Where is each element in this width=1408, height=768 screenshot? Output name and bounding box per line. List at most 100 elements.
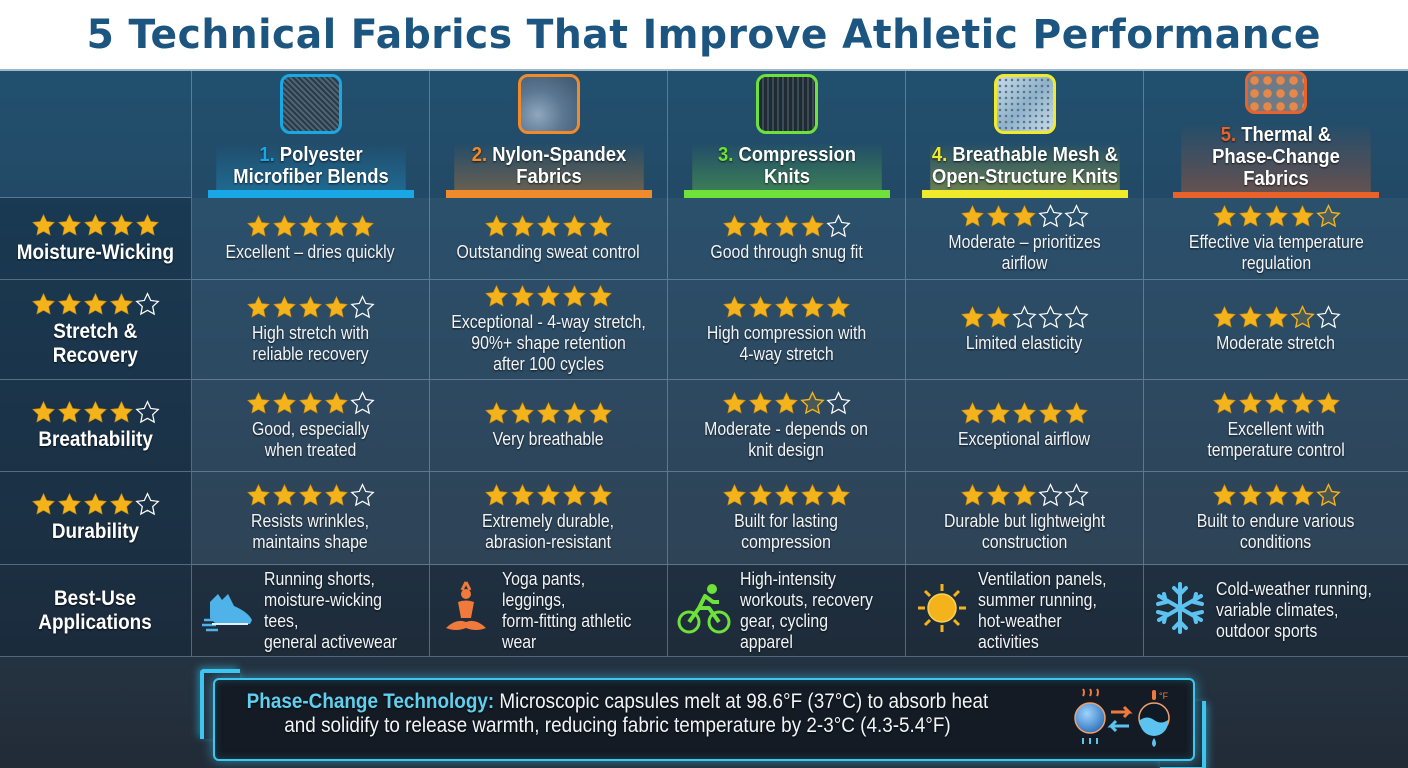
star-filled-icon: [485, 284, 508, 307]
rating-description: Limited elasticity: [966, 333, 1083, 353]
rating-description: Excellent – dries quickly: [225, 242, 396, 262]
criterion-label: Stretch & Recovery: [52, 319, 139, 367]
rating-description: Good through snug fit: [710, 242, 863, 262]
criterion-label: Breathability: [38, 427, 153, 451]
star-filled-icon: [827, 295, 850, 318]
star-filled-icon: [325, 214, 348, 237]
star-empty-icon: [1038, 305, 1063, 329]
star-filled-icon: [537, 401, 560, 424]
star-filled-icon: [1316, 391, 1340, 414]
header-corner: [0, 71, 192, 198]
star-filled-icon: [775, 214, 798, 237]
star-filled-icon: [58, 400, 81, 423]
rating-description: Extremely durable, abrasion-resistant: [482, 511, 615, 552]
fabric-accent-bar: [445, 190, 652, 198]
application-cell: High-intensity workouts, recovery gear, …: [668, 565, 906, 657]
star-filled-icon: [1264, 204, 1288, 227]
rating-description: Moderate stretch: [1216, 333, 1336, 353]
star-filled-icon: [537, 284, 560, 307]
star-empty-icon: [350, 294, 375, 318]
star-rating: [960, 401, 1089, 425]
fabric-name-line1: Thermal &: [1241, 124, 1332, 147]
rating-description: High compression with 4-way stretch: [706, 322, 867, 364]
callout-bracket-left: [200, 669, 240, 739]
star-filled-icon: [110, 213, 133, 236]
rating-cell: Durable but lightweight construction: [906, 472, 1144, 565]
rating-cell: Resists wrinkles, maintains shape: [192, 472, 430, 565]
star-filled-icon: [801, 214, 824, 237]
fabric-name-line2: Open-Structure Knits: [931, 166, 1118, 188]
rating-cell: Extremely durable, abrasion-resistant: [430, 472, 668, 565]
star-rating: [722, 214, 851, 238]
star-rating: [960, 305, 1089, 329]
rating-description: Moderate – prioritizes airflow: [948, 231, 1101, 273]
rating-cell: Good through snug fit: [668, 198, 906, 280]
star-filled-icon: [775, 483, 798, 506]
comparison-table: 1. Polyester Microfiber Blends 2. Nylon-…: [0, 71, 1408, 657]
star-empty-icon: [826, 390, 851, 414]
star-rating: [484, 483, 613, 507]
star-rating: [31, 492, 160, 516]
application-cell: Yoga pants, leggings, form-fitting athle…: [430, 565, 668, 657]
dotted-capsule-swatch: [1245, 71, 1307, 115]
row-label-0: Moisture-Wicking: [0, 198, 192, 280]
phase-change-cycle-icon: °F: [1074, 688, 1170, 747]
star-filled-icon: [32, 492, 55, 515]
rating-description: Resists wrinkles, maintains shape: [251, 511, 370, 552]
rating-cell: Exceptional airflow: [906, 380, 1144, 472]
fabric-name-line1: Polyester: [279, 144, 363, 166]
star-rating: [722, 390, 851, 415]
application-description: Ventilation panels, summer running, hot-…: [978, 568, 1107, 652]
star-filled-icon: [589, 483, 612, 506]
star-filled-icon: [749, 483, 772, 506]
star-filled-icon: [1238, 391, 1262, 414]
rating-cell: Built to endure various conditions: [1144, 472, 1408, 565]
rating-cell: Moderate stretch: [1144, 280, 1408, 380]
star-filled-icon: [1238, 305, 1262, 328]
star-filled-icon: [299, 391, 322, 414]
star-filled-icon: [273, 483, 296, 506]
star-filled-icon: [1013, 483, 1036, 506]
rating-cell: Outstanding sweat control: [430, 198, 668, 280]
fabric-header-3: 3. Compression Knits: [668, 71, 906, 198]
row-label-1: Stretch & Recovery: [0, 280, 192, 380]
star-filled-icon: [485, 214, 508, 237]
fabric-name-line1: Breathable Mesh &: [951, 144, 1118, 166]
fabric-title: 2. Nylon-Spandex Fabrics: [453, 142, 644, 190]
star-filled-icon: [1065, 401, 1088, 424]
fabric-title: 3. Compression Knits: [691, 142, 882, 190]
star-filled-icon: [511, 483, 534, 506]
star-filled-icon: [32, 400, 55, 423]
fabric-title: 1. Polyester Microfiber Blends: [215, 142, 406, 190]
yoga-pose-icon: [438, 580, 494, 641]
dark-mesh-swatch: [279, 74, 342, 134]
fabric-name-line2: Fabrics: [515, 166, 582, 188]
rating-description: Effective via temperature regulation: [1188, 231, 1364, 273]
fabric-number: 1.: [258, 144, 275, 166]
star-filled-icon: [1212, 391, 1236, 414]
fabric-title: 5. Thermal & Phase-Change Fabrics: [1181, 122, 1371, 193]
star-filled-icon: [563, 483, 586, 506]
star-filled-icon: [58, 492, 81, 515]
star-filled-icon: [247, 214, 270, 237]
star-rating: [31, 213, 160, 237]
star-filled-icon: [537, 483, 560, 506]
star-filled-icon: [563, 284, 586, 307]
star-filled-icon: [351, 214, 374, 237]
star-filled-icon: [1013, 401, 1036, 424]
star-filled-icon: [961, 483, 984, 506]
star-filled-icon: [110, 292, 133, 315]
star-empty-icon: [1315, 305, 1341, 329]
star-rating: [246, 483, 375, 507]
star-filled-icon: [136, 213, 159, 236]
star-filled-icon: [325, 295, 348, 318]
star-empty-icon: [826, 214, 851, 238]
star-filled-icon: [1212, 305, 1236, 328]
star-rating: [31, 399, 160, 424]
rating-cell: Built for lasting compression: [668, 472, 906, 565]
rating-cell: Excellent with temperature control: [1144, 380, 1408, 472]
star-filled-icon: [801, 295, 824, 318]
rating-description: Outstanding sweat control: [456, 242, 641, 262]
application-description: Cold-weather running, variable climates,…: [1216, 579, 1372, 641]
callout-lead: Phase-Change Technology:: [246, 690, 495, 713]
